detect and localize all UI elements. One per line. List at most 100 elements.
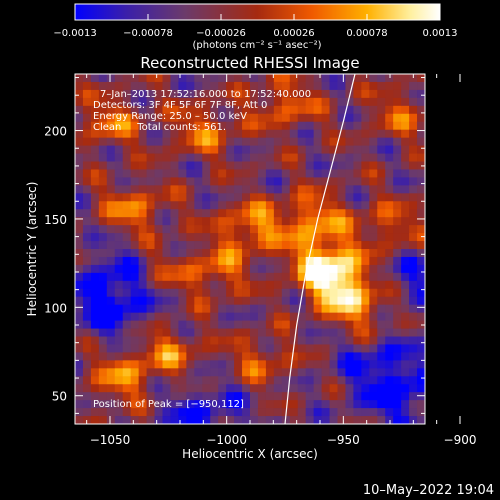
heatmap-cell bbox=[297, 169, 307, 178]
heatmap-cell bbox=[353, 74, 362, 83]
heatmap-cell bbox=[329, 225, 338, 234]
heatmap-cell bbox=[297, 177, 307, 186]
heatmap-cell bbox=[417, 89, 425, 99]
heatmap-cell bbox=[321, 137, 330, 146]
heatmap-cell bbox=[226, 89, 235, 99]
heatmap-cell bbox=[82, 392, 92, 401]
heatmap-cell bbox=[138, 336, 147, 345]
heatmap-cell bbox=[130, 249, 140, 258]
heatmap-cell bbox=[98, 249, 108, 258]
heatmap-cell bbox=[409, 233, 418, 242]
heatmap-cell bbox=[218, 137, 227, 146]
heatmap-cell bbox=[138, 217, 147, 226]
heatmap-cell bbox=[417, 169, 425, 178]
heatmap-cell bbox=[234, 161, 243, 170]
heatmap-cell bbox=[146, 137, 155, 146]
heatmap-cell bbox=[313, 256, 322, 266]
heatmap-cell bbox=[202, 400, 211, 409]
heatmap-cell bbox=[361, 185, 370, 194]
heatmap-cell bbox=[353, 264, 362, 274]
heatmap-cell bbox=[82, 81, 92, 91]
heatmap-cell bbox=[337, 376, 346, 385]
heatmap-cell bbox=[75, 74, 84, 83]
heatmap-cell bbox=[218, 249, 227, 258]
heatmap-cell bbox=[75, 129, 84, 139]
heatmap-cell bbox=[75, 193, 84, 202]
heatmap-cell bbox=[82, 241, 92, 250]
heatmap-cell bbox=[345, 225, 354, 234]
heatmap-cell bbox=[114, 360, 124, 369]
heatmap-cell bbox=[170, 105, 179, 115]
heatmap-cell bbox=[385, 296, 394, 306]
heatmap-cell bbox=[257, 169, 267, 178]
heatmap-cell bbox=[369, 256, 378, 266]
heatmap-cell bbox=[305, 105, 315, 115]
heatmap-cell bbox=[218, 296, 227, 306]
heatmap-cell bbox=[218, 336, 227, 345]
heatmap-cell bbox=[321, 384, 330, 393]
heatmap-cell bbox=[242, 256, 251, 266]
heatmap-cell bbox=[170, 336, 179, 345]
heatmap-cell bbox=[210, 344, 219, 353]
heatmap-cell bbox=[114, 352, 124, 361]
heatmap-cell bbox=[265, 145, 275, 154]
heatmap-cell bbox=[226, 233, 235, 242]
heatmap-cell bbox=[281, 280, 291, 290]
heatmap-cell bbox=[162, 137, 171, 146]
heatmap-cell bbox=[226, 241, 235, 250]
heatmap-cell bbox=[345, 185, 354, 194]
heatmap-cell bbox=[202, 201, 211, 210]
heatmap-cell bbox=[75, 137, 84, 146]
heatmap-cell bbox=[154, 344, 163, 353]
heatmap-cell bbox=[98, 352, 108, 361]
heatmap-cell bbox=[178, 209, 187, 218]
heatmap-cell bbox=[417, 384, 425, 393]
heatmap-cell bbox=[75, 201, 84, 210]
heatmap-cell bbox=[393, 328, 402, 337]
heatmap-cell bbox=[242, 384, 251, 393]
heatmap-cell bbox=[329, 74, 338, 83]
heatmap-cell bbox=[210, 280, 219, 290]
colorbar-gradient bbox=[74, 3, 441, 21]
heatmap-cell bbox=[401, 392, 410, 401]
heatmap-cell bbox=[281, 368, 291, 377]
heatmap-cell bbox=[297, 185, 307, 194]
heatmap-cell bbox=[162, 272, 171, 282]
heatmap-cell bbox=[329, 249, 338, 258]
heatmap-cell bbox=[265, 241, 275, 250]
heatmap-cell bbox=[82, 89, 92, 99]
heatmap-cell bbox=[138, 97, 147, 107]
heatmap-cell bbox=[385, 201, 394, 210]
heatmap-cell bbox=[186, 344, 195, 353]
heatmap-cell bbox=[106, 368, 116, 377]
heatmap-cell bbox=[353, 352, 362, 361]
heatmap-cell bbox=[138, 360, 147, 369]
heatmap-cell bbox=[353, 249, 362, 258]
heatmap-cell bbox=[369, 376, 378, 385]
heatmap-cell bbox=[98, 344, 108, 353]
heatmap-cell bbox=[273, 376, 283, 385]
heatmap-cell bbox=[186, 209, 195, 218]
heatmap-cell bbox=[178, 272, 187, 282]
heatmap-cell bbox=[114, 280, 124, 290]
heatmap-cell bbox=[75, 225, 84, 234]
heatmap-cell bbox=[242, 137, 251, 146]
heatmap-cell bbox=[162, 121, 171, 131]
heatmap-cell bbox=[369, 89, 378, 99]
heatmap-cell bbox=[385, 288, 394, 298]
heatmap-cell bbox=[98, 336, 108, 345]
heatmap-cell bbox=[122, 256, 132, 266]
heatmap-cell bbox=[90, 280, 100, 290]
heatmap-cell bbox=[257, 241, 267, 250]
heatmap-cell bbox=[257, 312, 267, 321]
heatmap-cell bbox=[329, 280, 338, 290]
heatmap-cell bbox=[313, 368, 322, 377]
heatmap-cell bbox=[250, 177, 259, 186]
heatmap-cell bbox=[289, 89, 299, 99]
heatmap-cell bbox=[242, 392, 251, 401]
heatmap-cell bbox=[98, 416, 108, 424]
heatmap-cell bbox=[377, 392, 386, 401]
heatmap-cell bbox=[90, 113, 100, 123]
heatmap-cell bbox=[114, 193, 124, 202]
heatmap-cell bbox=[242, 97, 251, 107]
